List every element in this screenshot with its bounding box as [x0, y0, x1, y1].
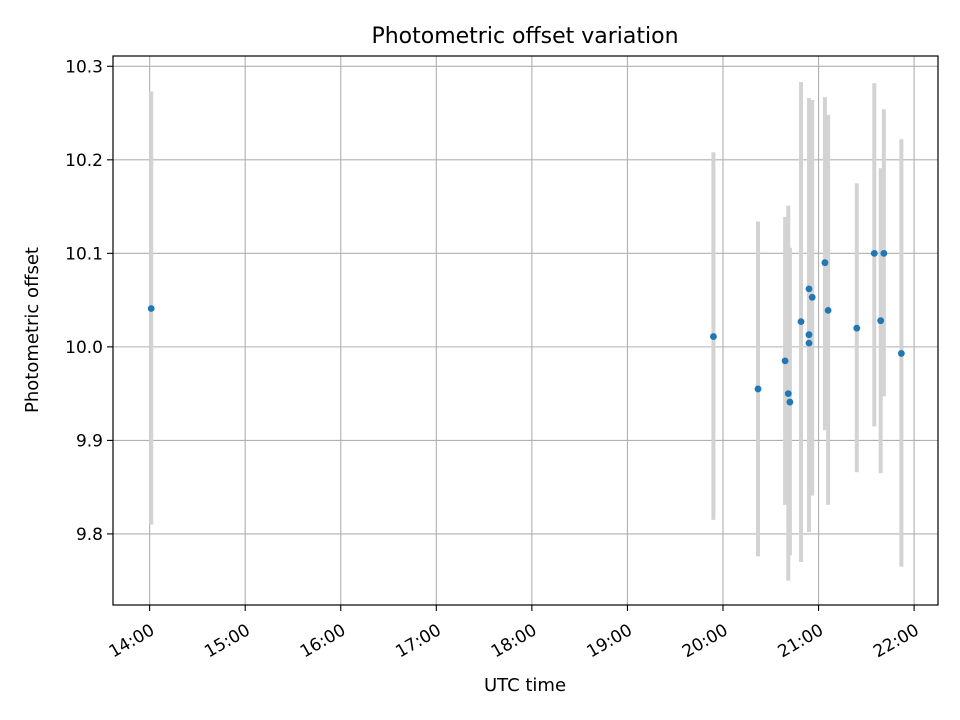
chart-title: Photometric offset variation: [371, 24, 678, 49]
error-bars: [149, 82, 904, 581]
y-tick-label: 10.2: [65, 151, 103, 171]
data-point: [897, 350, 905, 357]
data-point: [880, 249, 888, 257]
x-tick-label: 20:00: [679, 620, 731, 662]
x-gridlines: [149, 56, 915, 605]
data-point: [797, 318, 805, 326]
y-tick-label: 9.8: [76, 525, 103, 545]
x-tick-label: 16:00: [297, 620, 349, 662]
y-tick-label: 10.1: [65, 244, 103, 264]
x-axis: 14:00 15:00 16:00 17:00 18:00 19:00 20:00 21:00…: [106, 605, 923, 662]
data-point: [710, 333, 717, 340]
plot-area: [112, 55, 939, 606]
data-point: [824, 306, 832, 314]
data-point: [821, 259, 829, 267]
data-point: [877, 317, 885, 325]
data-point: [786, 398, 794, 406]
y-axis: 9.8 9.9 10.0 10.1 10.2 10.3: [65, 57, 113, 545]
y-tick-label: 10.3: [65, 57, 103, 77]
y-tick-label: 10.0: [65, 338, 103, 358]
data-point: [147, 305, 155, 312]
data-points: [147, 249, 905, 406]
plot-frame: [112, 55, 939, 606]
data-point: [853, 324, 861, 332]
y-axis-label: Photometric offset: [22, 247, 43, 413]
x-tick-label: 15:00: [201, 620, 253, 662]
data-point: [784, 390, 792, 398]
data-point: [781, 357, 789, 365]
data-point: [754, 385, 762, 393]
x-tick-label: 18:00: [488, 620, 540, 662]
x-axis-label: UTC time: [484, 675, 566, 696]
y-gridlines: [113, 65, 938, 535]
x-tick-label: 17:00: [392, 620, 444, 662]
data-point: [805, 285, 813, 293]
x-tick-label: 21:00: [775, 620, 827, 662]
data-point: [870, 249, 878, 257]
data-point: [805, 339, 813, 347]
x-tick-label: 22:00: [870, 620, 922, 662]
data-point: [805, 331, 813, 339]
x-tick-label: 14:00: [106, 620, 158, 662]
x-tick-label: 19:00: [583, 620, 635, 662]
y-tick-label: 9.9: [76, 431, 103, 451]
data-point: [808, 293, 816, 301]
